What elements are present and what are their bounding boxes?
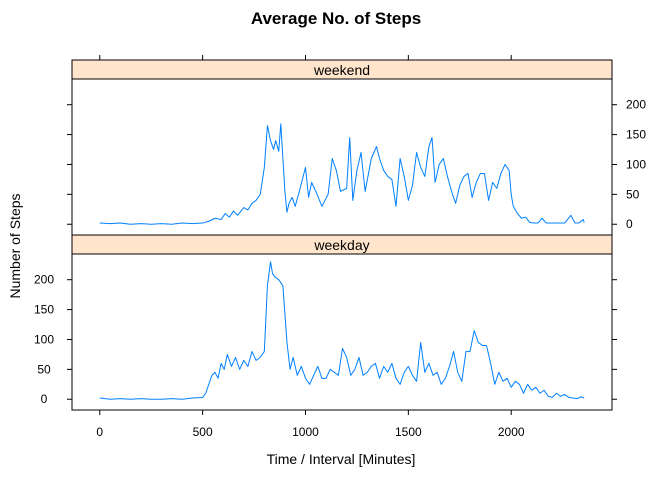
weekend-series-line bbox=[99, 123, 585, 225]
weekday-y-tick-label-200: 200 bbox=[34, 273, 54, 287]
weekday-y-tick-label-50: 50 bbox=[37, 362, 51, 376]
weekend-y-tick-label-100: 100 bbox=[626, 157, 646, 171]
x-tick-label-500: 500 bbox=[193, 425, 213, 439]
x-tick-label-1000: 1000 bbox=[292, 425, 319, 439]
weekday-y-tick-label-100: 100 bbox=[34, 332, 54, 346]
weekend-y-tick-label-0: 0 bbox=[626, 217, 633, 231]
weekend-y-tick-label-150: 150 bbox=[626, 128, 646, 142]
weekend-y-tick-label-50: 50 bbox=[626, 187, 640, 201]
x-ticks-top bbox=[99, 55, 512, 60]
x-tick-label-1500: 1500 bbox=[395, 425, 422, 439]
weekend-panel-frame bbox=[71, 78, 613, 236]
weekday-axis-ticks: 0 50 100 150 200 bbox=[34, 273, 617, 406]
weekday-y-tick-label-0: 0 bbox=[41, 392, 48, 406]
x-tick-label-0: 0 bbox=[96, 425, 103, 439]
weekday-y-tick-label-150: 150 bbox=[34, 303, 54, 317]
y-axis-label: Number of Steps bbox=[7, 193, 23, 298]
weekend-y-tick-label-200: 200 bbox=[626, 98, 646, 112]
chart-title: Average No. of Steps bbox=[251, 9, 421, 28]
weekday-panel-frame bbox=[71, 253, 613, 411]
weekend-strip-label: weekend bbox=[313, 62, 370, 78]
weekend-axis-ticks: 0 50 100 150 200 bbox=[67, 98, 646, 231]
x-axis-label: Time / Interval [Minutes] bbox=[267, 451, 416, 467]
weekday-strip-label: weekday bbox=[313, 237, 369, 253]
x-tick-label-2000: 2000 bbox=[498, 425, 525, 439]
weekday-series-line bbox=[99, 261, 585, 400]
x-ticks-bottom: 0 500 1000 1500 2000 bbox=[96, 410, 525, 439]
